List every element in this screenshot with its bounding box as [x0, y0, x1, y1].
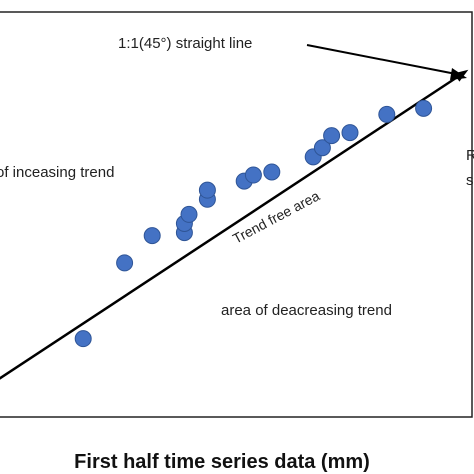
data-point — [74, 330, 92, 348]
data-point — [143, 227, 161, 245]
data-point — [244, 166, 262, 184]
annotation-arrowhead — [450, 68, 467, 80]
decreasing-area-label: area of deacreasing trend — [221, 302, 392, 319]
data-point — [341, 124, 359, 142]
reference-line-1-1 — [0, 70, 466, 380]
data-point — [180, 205, 198, 223]
data-points — [74, 99, 433, 348]
data-point — [323, 127, 341, 145]
data-point — [116, 254, 134, 272]
data-point — [313, 139, 331, 157]
right-cut-label-2: s — [466, 172, 474, 189]
line-label: 1:1(45°) straight line — [118, 35, 252, 52]
data-point — [263, 163, 281, 181]
x-axis-label: First half time series data (mm) — [74, 451, 370, 473]
increasing-area-label: of inceasing trend — [0, 164, 114, 181]
right-cut-label-1: R — [466, 147, 474, 164]
annotation-arrow — [306, 44, 457, 75]
data-point — [198, 181, 216, 199]
data-point — [378, 105, 396, 123]
data-point — [415, 99, 433, 117]
plot-frame — [0, 11, 473, 418]
